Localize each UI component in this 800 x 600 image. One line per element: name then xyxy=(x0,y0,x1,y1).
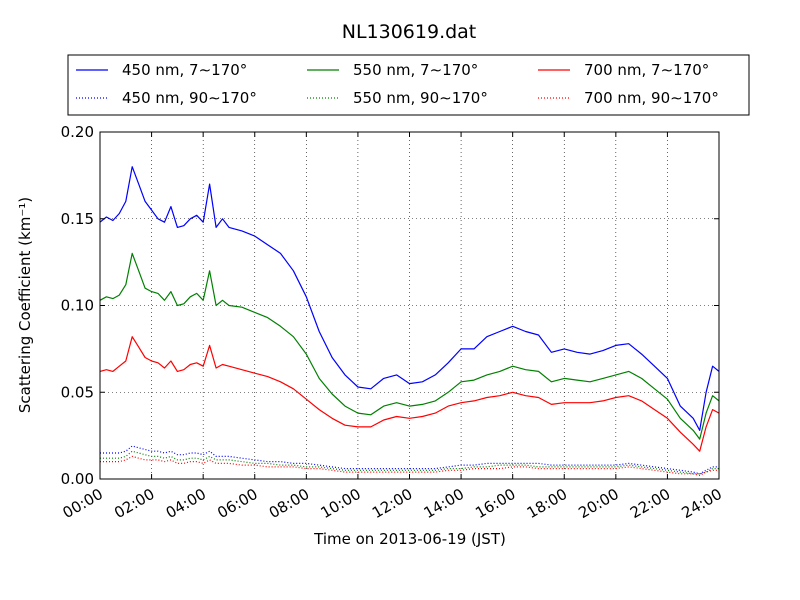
x-tick-label: 22:00 xyxy=(627,485,673,522)
series-line-0 xyxy=(99,166,720,431)
series-layer xyxy=(99,166,720,477)
y-tick-label: 0.00 xyxy=(61,470,94,488)
legend-box xyxy=(67,54,750,116)
legend-label: 450 nm, 90∼170° xyxy=(122,89,257,107)
axis-ticks: 00:00 02:00 04:00 06:00 08:00 10:00 12:00 14:00… xyxy=(60,123,725,522)
series-line-4 xyxy=(100,450,719,475)
x-tick-label: 02:00 xyxy=(111,485,157,522)
x-tick-label: 04:00 xyxy=(163,485,209,522)
y-tick-label: 0.20 xyxy=(61,123,94,141)
series-line-2 xyxy=(99,336,720,452)
y-tick-label: 0.10 xyxy=(61,297,94,315)
y-tick-label: 0.05 xyxy=(61,383,94,401)
legend-label: 700 nm, 90∼170° xyxy=(584,89,719,107)
x-axis-label: Time on 2013-06-19 (JST) xyxy=(313,530,506,548)
x-tick-label: 08:00 xyxy=(266,485,312,522)
legend-label: 550 nm, 7∼170° xyxy=(353,61,478,79)
series-line-1 xyxy=(99,252,720,440)
y-tick-label: 0.15 xyxy=(61,210,94,228)
x-tick-label: 10:00 xyxy=(317,485,363,522)
x-tick-label: 18:00 xyxy=(524,485,570,522)
x-tick-label: 00:00 xyxy=(60,485,106,522)
x-tick-label: 06:00 xyxy=(214,485,260,522)
x-tick-label: 24:00 xyxy=(679,485,725,522)
y-axis-label: Scattering Coefficient (km⁻¹) xyxy=(16,197,34,413)
legend: 450 nm, 7∼170° 550 nm, 7∼170° 700 nm, 7∼17… xyxy=(67,54,750,116)
x-tick-label: 20:00 xyxy=(575,485,621,522)
x-tick-label: 16:00 xyxy=(472,485,518,522)
series-line-5 xyxy=(100,455,719,477)
legend-label: 700 nm, 7∼170° xyxy=(584,61,709,79)
x-tick-label: 12:00 xyxy=(369,485,415,522)
series-line-3 xyxy=(100,445,719,475)
x-tick-label: 14:00 xyxy=(421,485,467,522)
chart-title: NL130619.dat xyxy=(342,21,477,43)
grid-lines xyxy=(100,132,719,479)
legend-label: 550 nm, 90∼170° xyxy=(353,89,488,107)
legend-label: 450 nm, 7∼170° xyxy=(122,61,247,79)
